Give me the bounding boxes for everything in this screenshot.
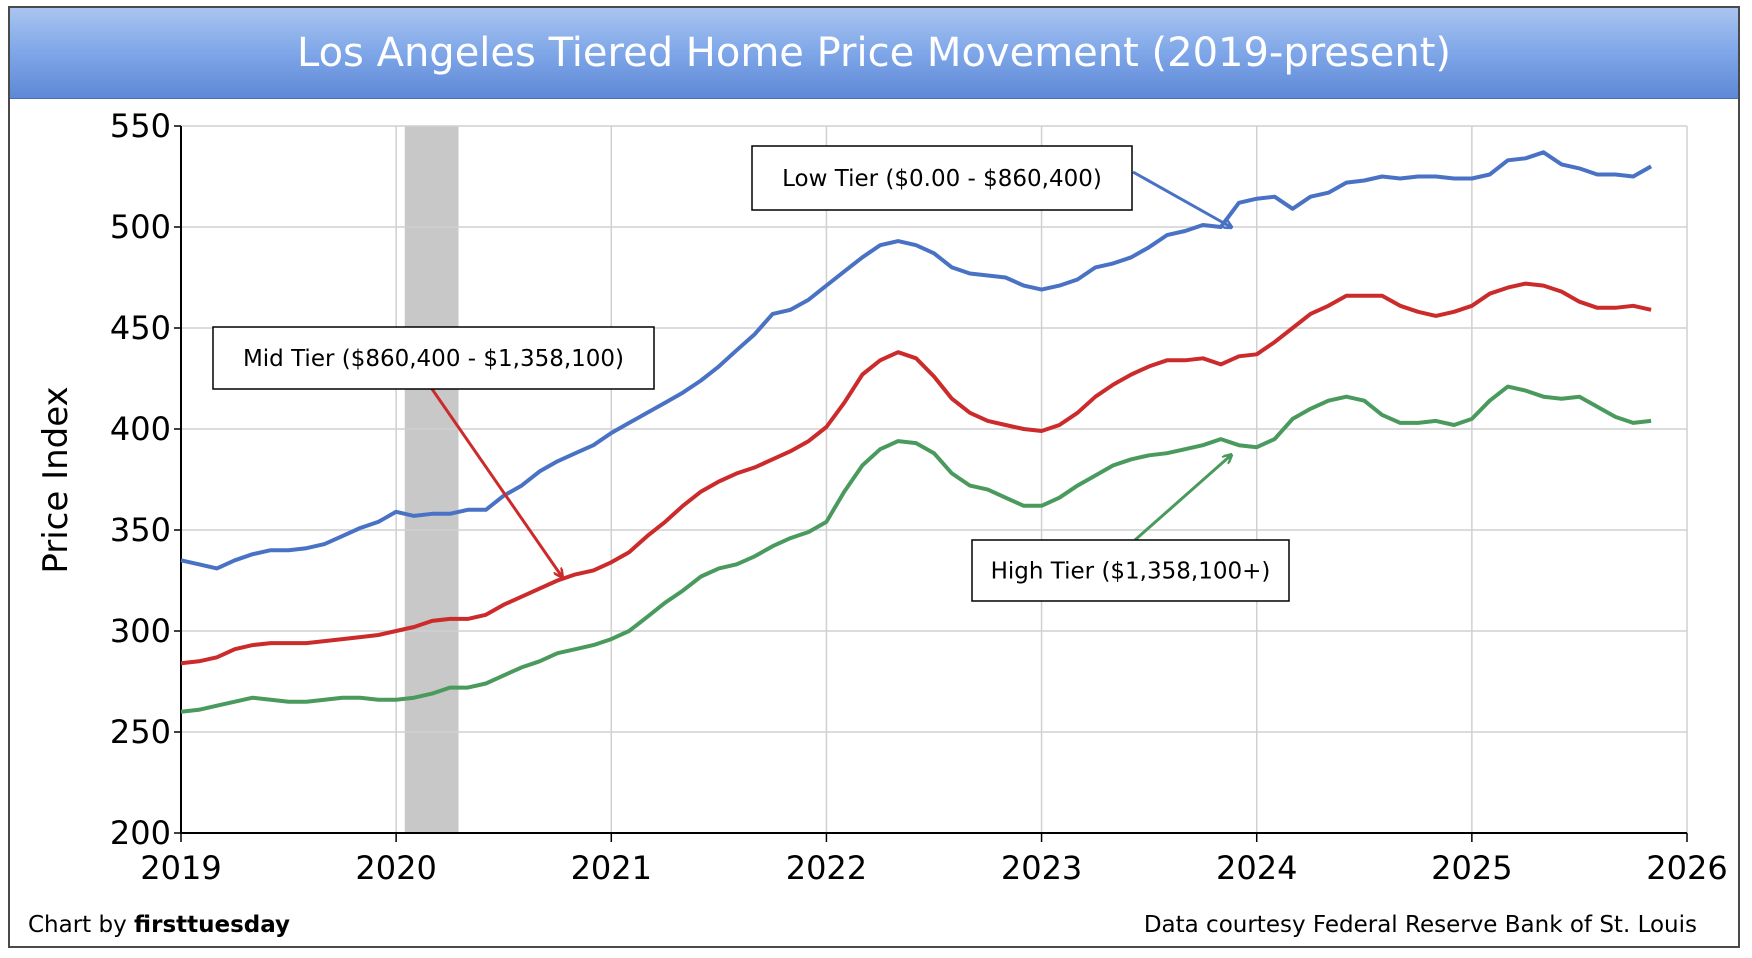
y-tick-label: 550	[110, 107, 171, 145]
footer-credit-prefix: Chart by	[28, 912, 134, 938]
annotation-label-high: High Tier ($1,358,100+)	[991, 559, 1271, 585]
axes: 200 250 300 350 400 450 500 550 2019 2020 2021 2022…	[110, 107, 1728, 887]
y-axis-label: Price Index	[36, 386, 76, 573]
series-line-high	[180, 384, 1652, 714]
y-tick-label: 300	[110, 612, 171, 650]
footer-source: Data courtesy Federal Reserve Bank of St…	[1144, 912, 1697, 938]
chart-title: Los Angeles Tiered Home Price Movement (…	[296, 30, 1452, 76]
series-line-mid	[180, 281, 1652, 666]
x-tick-label: 2020	[355, 849, 436, 887]
annotations: Low Tier ($0.00 - $860,400) Mid Tier ($86…	[212, 145, 1290, 602]
annotation-box-mid	[212, 326, 655, 390]
y-tick-label: 400	[110, 410, 171, 448]
y-tick-label: 250	[110, 713, 171, 751]
recession-band	[404, 126, 459, 833]
plot-area	[181, 125, 1688, 833]
x-tick-label: 2026	[1646, 849, 1727, 887]
annotation-box-high	[971, 539, 1290, 602]
y-tick-label: 450	[110, 309, 171, 347]
series-line-low	[180, 150, 1653, 571]
annotation-arrow-high	[1134, 455, 1231, 542]
y-tick-label: 350	[110, 511, 171, 549]
series-lines	[180, 150, 1653, 714]
annotation-arrow-low	[1132, 170, 1231, 227]
y-tick-label: 500	[110, 208, 171, 246]
annotation-box-low	[751, 145, 1133, 211]
annotation-label-low: Low Tier ($0.00 - $860,400)	[782, 166, 1102, 192]
x-tick-label: 2019	[140, 849, 221, 887]
x-tick-label: 2022	[786, 849, 867, 887]
x-tick-label: 2024	[1216, 849, 1297, 887]
x-tick-label: 2025	[1431, 849, 1512, 887]
x-tick-label: 2021	[571, 849, 652, 887]
annotation-label-mid: Mid Tier ($860,400 - $1,358,100)	[243, 346, 624, 372]
title-bar: Los Angeles Tiered Home Price Movement (…	[10, 8, 1738, 99]
y-tick-label: 200	[110, 814, 171, 852]
annotation-arrow-mid	[430, 388, 562, 576]
footer-credit-name: firsttuesday	[134, 912, 290, 938]
x-tick-label: 2023	[1001, 849, 1082, 887]
footer-credit: Chart by firsttuesday	[28, 912, 290, 938]
